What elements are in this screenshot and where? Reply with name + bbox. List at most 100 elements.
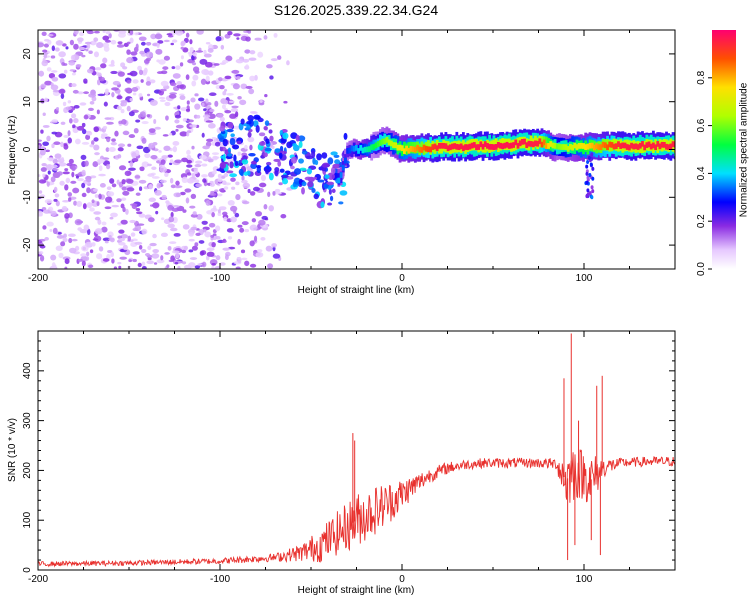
- noise-speckle: [167, 154, 173, 158]
- noise-speckle: [83, 91, 90, 95]
- x-tick-label: -100: [210, 574, 230, 585]
- carrier-band-3: [341, 164, 345, 171]
- noise-speckle: [55, 200, 60, 207]
- carrier-band-3: [671, 141, 675, 148]
- noise-speckle: [242, 200, 250, 205]
- transition-blob: [243, 171, 248, 176]
- noise-speckle: [126, 79, 132, 84]
- noise-speckle: [227, 200, 235, 206]
- noise-speckle: [135, 207, 141, 212]
- noise-speckle: [270, 58, 278, 62]
- noise-speckle: [41, 31, 47, 37]
- noise-speckle: [215, 36, 222, 42]
- noise-speckle: [159, 99, 166, 102]
- noise-speckle: [102, 30, 106, 33]
- carrier-band-3: [669, 143, 673, 150]
- noise-speckle: [126, 41, 131, 45]
- noise-speckle: [219, 85, 225, 90]
- carrier-band-3: [595, 143, 599, 150]
- noise-speckle: [273, 32, 278, 38]
- transition-blob: [222, 153, 226, 162]
- noise-speckle: [118, 241, 126, 246]
- carrier-band-3: [551, 142, 555, 149]
- noise-speckle: [239, 99, 247, 106]
- noise-speckle: [114, 130, 119, 137]
- noise-speckle: [58, 252, 64, 259]
- y-tick-label: 200: [22, 462, 33, 479]
- noise-speckle: [168, 94, 177, 99]
- noise-speckle: [84, 41, 92, 45]
- transition-blob: [265, 138, 270, 144]
- noise-speckle: [211, 241, 216, 248]
- noise-speckle: [60, 157, 65, 162]
- noise-speckle: [138, 186, 143, 191]
- carrier-band-3: [468, 143, 472, 150]
- noise-speckle: [230, 177, 236, 182]
- noise-speckle: [94, 216, 101, 221]
- transition-blob: [216, 168, 224, 172]
- noise-speckle: [241, 221, 249, 226]
- transition-blob: [333, 154, 340, 158]
- carrier-band-3: [525, 142, 529, 148]
- noise-speckle: [132, 227, 139, 232]
- noise-speckle: [51, 45, 56, 52]
- noise-speckle: [79, 102, 87, 106]
- noise-speckle: [147, 245, 152, 251]
- noise-speckle: [118, 265, 122, 269]
- noise-speckle: [56, 234, 65, 239]
- transition-blob: [220, 155, 225, 159]
- noise-speckle: [179, 95, 186, 101]
- spectrogram-xlabel: Height of straight line (km): [298, 285, 415, 296]
- carrier-band-3: [660, 141, 664, 148]
- noise-speckle: [198, 240, 205, 244]
- disturbance-blob: [591, 176, 595, 181]
- noise-speckle: [96, 158, 105, 164]
- noise-speckle: [134, 241, 143, 245]
- carrier-band-3: [643, 144, 647, 151]
- noise-speckle: [110, 141, 118, 146]
- noise-speckle: [62, 199, 70, 203]
- carrier-band-3: [483, 141, 487, 147]
- carrier-band-3: [444, 143, 448, 150]
- carrier-band-3: [457, 144, 461, 151]
- noise-speckle: [93, 51, 100, 58]
- noise-speckle: [169, 241, 177, 245]
- noise-speckle: [174, 262, 179, 265]
- transition-blob: [327, 202, 333, 206]
- y-tick-label: 0: [22, 567, 33, 573]
- noise-speckle: [122, 244, 128, 251]
- noise-speckle: [201, 102, 205, 107]
- noise-speckle: [201, 163, 208, 167]
- transition-blob: [222, 138, 228, 147]
- noise-speckle: [194, 164, 202, 168]
- noise-speckle: [140, 41, 146, 46]
- carrier-band-3: [464, 144, 467, 150]
- noise-speckle: [106, 121, 114, 125]
- noise-speckle: [85, 48, 89, 52]
- transition-blob: [293, 177, 301, 185]
- noise-speckle: [230, 216, 237, 223]
- carrier-band-3: [634, 143, 638, 150]
- noise-speckle: [116, 105, 122, 111]
- noise-speckle: [41, 162, 47, 167]
- carrier-band-3: [475, 144, 478, 151]
- transition-blob: [227, 147, 231, 153]
- noise-speckle: [188, 262, 196, 268]
- noise-speckle: [71, 238, 78, 242]
- noise-speckle: [96, 253, 103, 260]
- noise-speckle: [245, 85, 253, 89]
- noise-speckle: [90, 140, 95, 146]
- carrier-band-3: [442, 142, 446, 149]
- noise-speckle: [61, 43, 67, 47]
- noise-speckle: [77, 125, 85, 131]
- noise-speckle: [116, 179, 120, 185]
- noise-speckle: [224, 88, 228, 92]
- noise-speckle: [172, 73, 181, 79]
- noise-speckle: [146, 114, 151, 118]
- noise-speckle: [54, 47, 60, 52]
- carrier-band-3: [387, 139, 391, 146]
- noise-speckle: [93, 188, 99, 192]
- carrier-band-3: [470, 142, 474, 149]
- noise-speckle: [84, 181, 88, 185]
- noise-speckle: [130, 232, 136, 237]
